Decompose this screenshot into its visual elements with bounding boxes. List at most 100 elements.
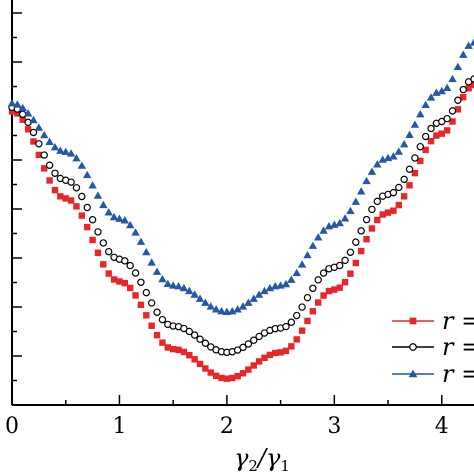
series-3-point xyxy=(367,167,377,175)
series-1-point xyxy=(363,236,370,243)
series-2-point xyxy=(443,114,451,123)
series-3-point xyxy=(297,260,307,268)
series-2-point xyxy=(40,151,48,159)
legend-entry-2: r = xyxy=(392,333,474,361)
series-1-point xyxy=(202,365,209,372)
series-1-point xyxy=(304,317,311,325)
series-1-point xyxy=(94,249,102,256)
series-3-point xyxy=(292,268,301,277)
series-3-point xyxy=(319,226,328,234)
series-1-point xyxy=(105,270,112,277)
series-1-point xyxy=(35,151,43,159)
series-3-point xyxy=(249,294,258,302)
legend-label: r = xyxy=(442,307,474,335)
series-1-point xyxy=(51,186,59,194)
series-2-point xyxy=(341,256,349,265)
series-1-point xyxy=(121,279,129,287)
series-1-point xyxy=(100,261,107,268)
series-1-point xyxy=(422,146,429,154)
series-2-point xyxy=(319,269,328,277)
series-1-point xyxy=(116,278,123,285)
series-1-point xyxy=(293,336,300,343)
series-1-point xyxy=(400,193,408,200)
series-2-point xyxy=(126,261,134,270)
series-3-point xyxy=(410,120,420,128)
series-1-point xyxy=(352,259,360,267)
series-3-point xyxy=(206,302,215,310)
x-axis-title-gamma1: γ xyxy=(266,444,281,472)
series-3-point xyxy=(83,170,92,179)
series-3-point xyxy=(56,146,65,154)
legend-marker xyxy=(408,369,418,378)
series-3-point xyxy=(335,218,344,227)
series-1-point xyxy=(164,344,171,351)
series-3-point xyxy=(453,62,463,70)
series-1-point xyxy=(261,354,268,361)
series-1-point xyxy=(137,301,145,309)
series-3-point xyxy=(238,302,248,310)
series-3-point xyxy=(362,176,371,185)
series-3-point xyxy=(18,103,27,112)
series-3-point xyxy=(185,286,194,295)
series-3-point xyxy=(405,130,414,139)
series-3-point xyxy=(228,307,237,315)
x-axis-title-sub2: 2 xyxy=(248,457,258,474)
series-3-point xyxy=(373,160,382,168)
x-tick-label: 4 xyxy=(435,414,449,439)
series-3-point xyxy=(448,74,457,83)
series-3-point xyxy=(190,290,199,298)
x-tick-label: 1 xyxy=(112,414,126,439)
data-layer xyxy=(7,38,474,382)
series-3-point xyxy=(40,130,49,139)
series-2-point xyxy=(395,183,403,192)
series-1-point xyxy=(110,276,118,283)
series-1-point xyxy=(159,339,166,346)
series-2-point xyxy=(411,154,419,162)
series-1-point xyxy=(460,94,467,101)
series-2-point xyxy=(147,299,156,307)
series-1-point xyxy=(277,349,284,356)
series-2-point xyxy=(137,278,145,286)
series-3-point xyxy=(260,286,269,295)
series-3-point xyxy=(308,241,318,249)
series-2-point xyxy=(190,331,199,339)
series-1-point xyxy=(78,212,86,219)
series-2-point xyxy=(99,239,108,247)
series-1-point xyxy=(46,177,53,184)
series-1-point xyxy=(143,312,150,319)
series-2-point xyxy=(88,216,97,224)
series-1-point xyxy=(191,356,198,363)
series-3-point xyxy=(179,283,189,292)
legend-entry-1: r = xyxy=(392,307,474,335)
series-2-point xyxy=(185,327,193,336)
legend: r =r =r = xyxy=(392,307,474,388)
series-1-point xyxy=(41,165,48,172)
series-1-point xyxy=(449,118,456,125)
series-2-point xyxy=(400,175,408,184)
series-2-point xyxy=(196,335,204,343)
series-3-point xyxy=(314,233,323,241)
series-1-point xyxy=(196,360,204,368)
series-2-point xyxy=(83,203,91,212)
series-3-point xyxy=(61,147,70,156)
series-2-point xyxy=(153,308,161,316)
series-1-point xyxy=(169,345,177,353)
series-1-point xyxy=(24,126,32,133)
series-2-point xyxy=(19,110,27,118)
series-2-point xyxy=(416,142,424,151)
series-1-point xyxy=(395,201,402,209)
series-1-point xyxy=(390,207,397,214)
series-2-point xyxy=(51,169,59,177)
series-1-point xyxy=(223,375,231,382)
series-2-point xyxy=(255,332,263,341)
series-1-point xyxy=(132,292,139,299)
series-1-point xyxy=(288,343,295,350)
series-1-point xyxy=(89,236,96,244)
series-2-point xyxy=(282,322,290,331)
series-3-point xyxy=(158,274,167,283)
series-1-point xyxy=(272,349,279,357)
series-2-point xyxy=(309,284,317,292)
series-1-point xyxy=(336,284,343,291)
series-1-point xyxy=(8,108,16,115)
